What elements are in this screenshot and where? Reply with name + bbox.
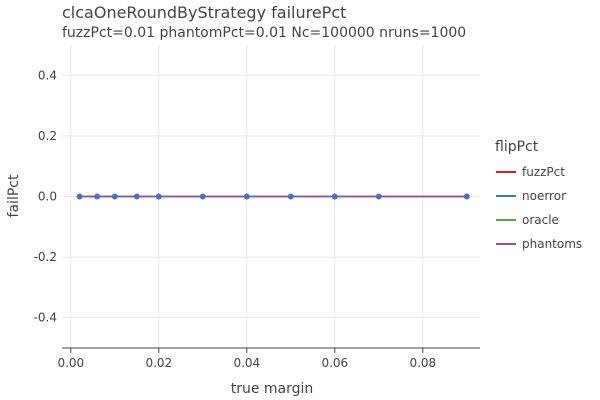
x-tick-label: 0.02 [145, 356, 172, 370]
data-point [94, 193, 101, 200]
chart-title: clcaOneRoundByStrategy failurePct [62, 3, 346, 22]
data-point [133, 193, 140, 200]
data-point [331, 193, 338, 200]
legend: flipPct fuzzPct noerror oracle phantoms [495, 139, 582, 251]
data-point [111, 193, 118, 200]
legend-label-phantoms: phantoms [522, 237, 582, 251]
data-point [76, 193, 83, 200]
y-tick-label: -0.4 [34, 311, 57, 325]
y-tick-label: 0.0 [38, 190, 57, 204]
legend-label-noerror: noerror [522, 189, 566, 203]
x-axis-title: true margin [231, 381, 314, 397]
data-point [243, 193, 250, 200]
x-tick-label: 0.06 [321, 356, 348, 370]
legend-label-fuzzPct: fuzzPct [522, 165, 565, 179]
data-point [199, 193, 206, 200]
data-point [463, 193, 470, 200]
marker-group [76, 193, 470, 200]
data-point [287, 193, 294, 200]
chart-subtitle: fuzzPct=0.01 phantomPct=0.01 Nc=100000 n… [62, 25, 466, 41]
y-tick-label: 0.2 [38, 129, 57, 143]
y-tick-label: 0.4 [38, 68, 57, 82]
y-tick-label: -0.2 [34, 250, 57, 264]
data-point [155, 193, 162, 200]
axes: 0.00 0.02 0.04 0.06 0.08 -0.4 -0.2 0.0 0.2 0.4 [34, 68, 480, 370]
x-tick-label: 0.00 [57, 356, 84, 370]
x-tick-label: 0.04 [233, 356, 260, 370]
data-point [375, 193, 382, 200]
legend-title: flipPct [495, 139, 539, 155]
legend-label-oracle: oracle [522, 213, 559, 227]
x-tick-label: 0.08 [409, 356, 436, 370]
y-axis-title: failPct [6, 174, 22, 217]
